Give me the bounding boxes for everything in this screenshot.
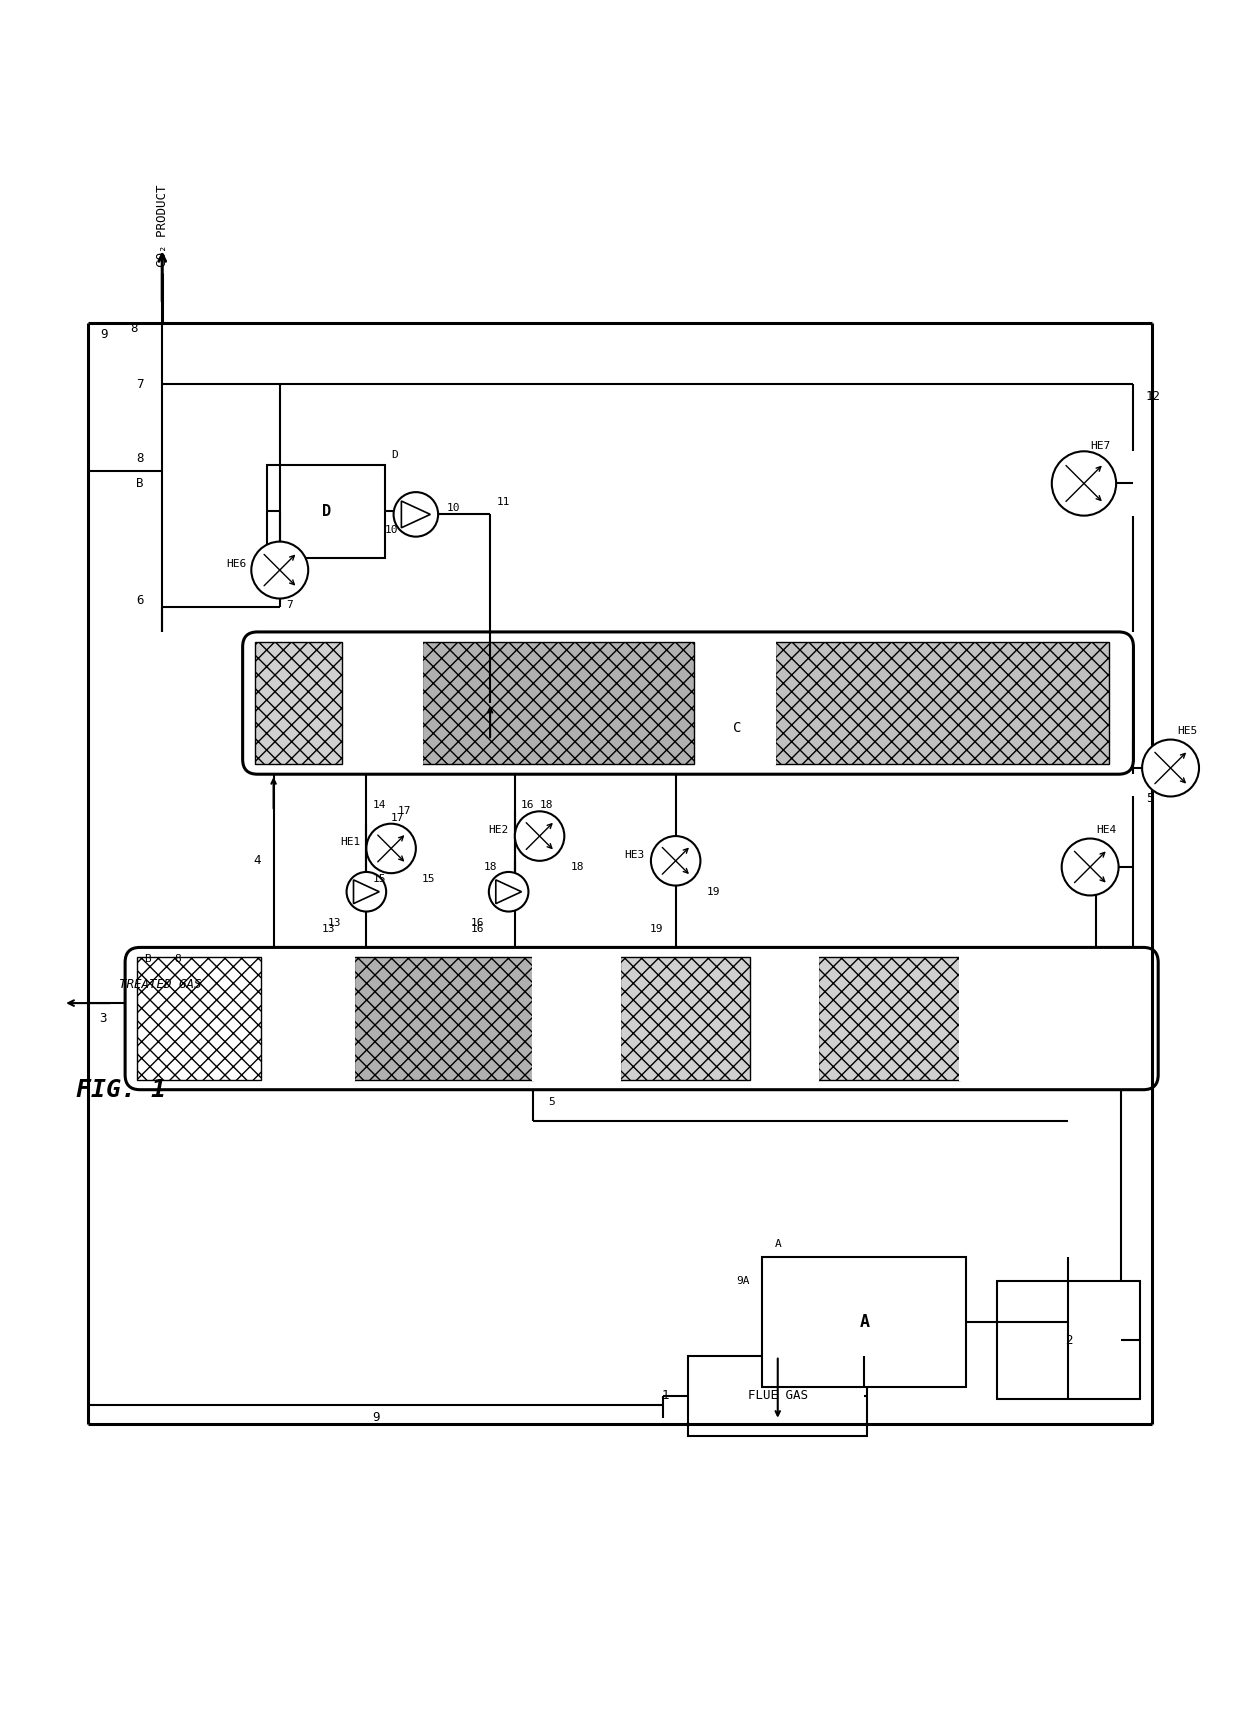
- Text: 18: 18: [539, 799, 553, 810]
- Text: 18: 18: [484, 862, 497, 872]
- Text: 15: 15: [422, 874, 435, 884]
- Bar: [255, 642, 342, 765]
- Bar: [756, 957, 818, 1080]
- Text: FIG. 1: FIG. 1: [76, 1079, 166, 1101]
- Text: CO₂ PRODUCT: CO₂ PRODUCT: [156, 184, 169, 267]
- Text: D: D: [391, 451, 398, 460]
- Text: B: B: [144, 954, 150, 964]
- Text: A: A: [775, 1240, 781, 1250]
- FancyBboxPatch shape: [125, 947, 1158, 1089]
- Text: 17: 17: [391, 813, 404, 822]
- Bar: [818, 957, 960, 1080]
- Text: 13: 13: [329, 917, 342, 928]
- Polygon shape: [402, 501, 430, 527]
- Polygon shape: [496, 879, 522, 903]
- Polygon shape: [353, 879, 379, 903]
- Circle shape: [1142, 740, 1199, 796]
- Bar: [997, 1281, 1140, 1399]
- Text: 8: 8: [136, 453, 144, 465]
- FancyBboxPatch shape: [243, 631, 1133, 773]
- Text: A: A: [859, 1313, 869, 1330]
- Text: 6: 6: [136, 595, 144, 607]
- Bar: [533, 957, 620, 1080]
- Text: 5: 5: [1146, 792, 1153, 806]
- Text: HE1: HE1: [340, 838, 360, 848]
- Circle shape: [489, 872, 528, 912]
- Text: 13: 13: [322, 924, 336, 935]
- Text: 9A: 9A: [737, 1276, 750, 1287]
- Text: 15: 15: [372, 874, 386, 884]
- Text: 12: 12: [1146, 390, 1161, 404]
- Bar: [960, 957, 1146, 1080]
- Bar: [775, 642, 1109, 765]
- Bar: [138, 957, 262, 1080]
- Text: D: D: [321, 505, 331, 518]
- Circle shape: [651, 836, 701, 886]
- Text: HE5: HE5: [1177, 727, 1197, 735]
- Circle shape: [515, 812, 564, 860]
- Bar: [422, 642, 694, 765]
- Text: 14: 14: [372, 799, 386, 810]
- Circle shape: [346, 872, 386, 912]
- Text: 19: 19: [707, 886, 720, 896]
- Bar: [688, 1356, 868, 1436]
- Text: HE7: HE7: [1090, 442, 1110, 451]
- Text: 4: 4: [254, 855, 262, 867]
- Bar: [353, 957, 533, 1080]
- Text: 10: 10: [384, 525, 398, 534]
- Text: C: C: [733, 721, 742, 735]
- Text: HE2: HE2: [489, 825, 508, 834]
- Text: 16: 16: [470, 917, 484, 928]
- Bar: [620, 957, 750, 1080]
- Text: 10: 10: [446, 503, 460, 513]
- Text: 18: 18: [570, 862, 584, 872]
- Bar: [1115, 642, 1127, 765]
- Text: 2: 2: [1065, 1333, 1073, 1347]
- Text: FLUE GAS: FLUE GAS: [748, 1389, 807, 1403]
- Bar: [268, 957, 353, 1080]
- Text: TREATED GAS: TREATED GAS: [119, 978, 201, 992]
- Circle shape: [252, 541, 309, 598]
- Bar: [763, 1257, 966, 1387]
- Text: 8: 8: [130, 323, 138, 335]
- Text: 3: 3: [99, 1013, 107, 1025]
- Text: 19: 19: [650, 924, 663, 935]
- Text: HE6: HE6: [226, 558, 247, 569]
- Circle shape: [366, 824, 415, 874]
- Text: HE3: HE3: [625, 850, 645, 860]
- Text: 17: 17: [397, 806, 410, 817]
- Text: 16: 16: [521, 799, 534, 810]
- Text: 7: 7: [286, 600, 293, 610]
- Text: B: B: [136, 477, 144, 491]
- Bar: [347, 642, 422, 765]
- Circle shape: [393, 492, 438, 536]
- Text: 16: 16: [470, 924, 484, 935]
- Text: HE4: HE4: [1096, 825, 1116, 834]
- Circle shape: [1061, 839, 1118, 895]
- Text: 9: 9: [100, 328, 108, 342]
- Bar: [701, 642, 775, 765]
- Text: 7: 7: [136, 378, 144, 390]
- Text: 9: 9: [372, 1411, 379, 1424]
- Text: 5: 5: [548, 1098, 556, 1106]
- Text: 1: 1: [662, 1389, 670, 1403]
- Text: 11: 11: [496, 498, 510, 506]
- Bar: [268, 465, 384, 558]
- Circle shape: [1052, 451, 1116, 515]
- Text: 8: 8: [175, 954, 181, 964]
